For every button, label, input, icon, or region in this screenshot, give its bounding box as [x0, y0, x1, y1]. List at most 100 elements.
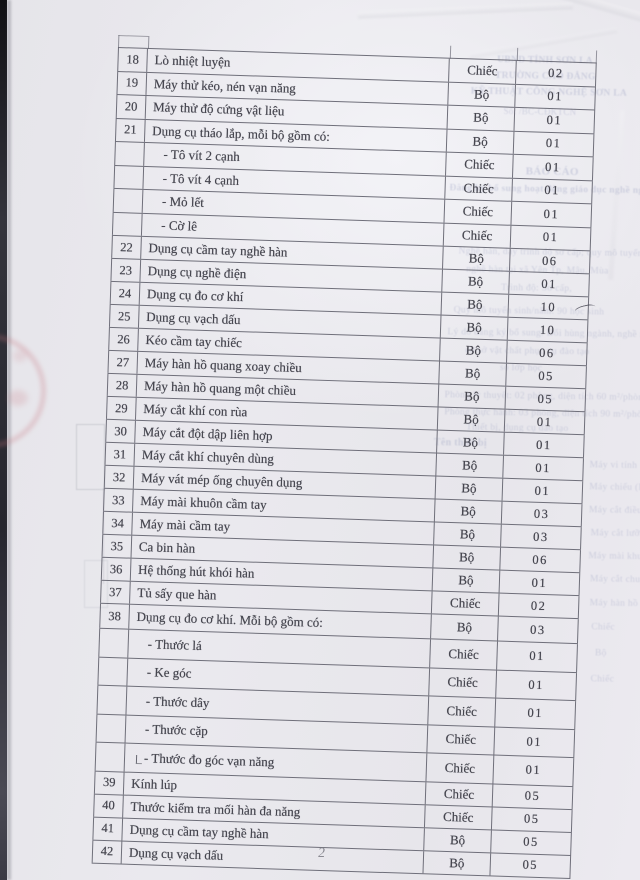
unit-cell: Bộ [434, 499, 503, 524]
row-number: 21 [114, 118, 146, 142]
unit-cell: Bộ [442, 269, 510, 294]
unit-cell: Chiếc [443, 223, 512, 248]
quantity-cell: 01 [514, 107, 596, 133]
row-number [96, 685, 128, 715]
unit-cell: Chiếc [449, 58, 517, 84]
row-number: 31 [104, 442, 136, 466]
unit-cell: Bộ [431, 614, 499, 641]
unit-cell: Bộ [437, 407, 506, 432]
quantity-cell: 01 [497, 641, 578, 672]
unit-cell: Bộ [438, 384, 507, 409]
quantity-cell: 01 [513, 131, 595, 157]
quantity-cell: 06 [500, 547, 581, 573]
quantity-cell: 01 [493, 755, 575, 786]
quantity-cell: 06 [509, 248, 591, 274]
unit-cell: Bộ [446, 129, 515, 154]
quantity-cell: 01 [512, 154, 594, 180]
quantity-cell: 01 [504, 409, 586, 435]
unit-cell: Bộ [440, 338, 508, 363]
row-number [113, 165, 145, 189]
quantity-cell: 05 [491, 829, 572, 855]
quantity-cell: 01 [515, 84, 596, 110]
unit-cell: Bộ [433, 545, 502, 570]
row-number: 20 [115, 94, 147, 119]
quantity-cell: 01 [503, 455, 584, 481]
row-number [114, 141, 145, 166]
unit-cell: Bộ [439, 361, 507, 386]
row-number: 32 [103, 465, 135, 489]
row-number [112, 188, 144, 213]
quantity-cell: 01 [499, 570, 581, 596]
ghost-table-bleedthrough [103, 488, 104, 584]
row-number: 22 [111, 235, 142, 259]
unit-cell: Bộ [448, 82, 517, 107]
row-number: 34 [102, 511, 133, 535]
row-number: 18 [117, 47, 148, 72]
unit-cell: Chiếc [444, 199, 513, 225]
quantity-cell: 01 [512, 178, 593, 204]
quantity-cell: 05 [492, 784, 574, 809]
unit-cell: Bộ [434, 522, 502, 547]
quantity-cell: 03 [501, 501, 583, 527]
unit-cell: Chiếc [446, 152, 514, 178]
column-line-stub [117, 35, 120, 49]
quantity-cell: 02 [498, 593, 580, 619]
row-number [94, 742, 126, 772]
quantity-cell: 10 [507, 317, 589, 343]
column-line-stub [449, 45, 452, 59]
row-number: 30 [105, 419, 136, 443]
quantity-cell: 01 [496, 670, 578, 701]
handwritten-tick [574, 302, 597, 317]
unit-cell: Bộ [441, 292, 510, 317]
unit-cell: Bộ [424, 827, 492, 852]
bleedthrough-text: Máy cắt chuyên dùng [589, 574, 640, 586]
row-number [98, 628, 130, 658]
quantity-cell: 03 [501, 524, 582, 550]
quantity-cell: 01 [504, 432, 585, 458]
stamp-bleedthrough [8, 390, 28, 406]
row-number: 37 [100, 580, 131, 604]
bleedthrough-text: Máy vi tính [589, 460, 638, 471]
bleedthrough-text: Chiếc [591, 622, 616, 633]
paper-crease [357, 2, 574, 19]
quantity-cell: 01 [511, 201, 593, 227]
row-number: 38 [99, 603, 131, 629]
bleedthrough-text: Máy chiếu (Projector) [589, 482, 640, 494]
ghost-table-bleedthrough [84, 560, 108, 608]
quantity-cell: 05 [506, 363, 587, 389]
unit-cell: Chiếc [431, 591, 500, 616]
row-number: 26 [108, 327, 139, 351]
unit-cell: Bộ [435, 476, 504, 501]
quantity-cell: 01 [510, 225, 592, 251]
unit-cell: Chiếc [428, 696, 497, 727]
column-line-stub [147, 35, 150, 50]
unit-cell: Bộ [432, 568, 501, 593]
row-number: 40 [93, 794, 124, 818]
row-number: 36 [100, 557, 132, 581]
unit-cell: Chiếc [445, 176, 513, 201]
unit-cell: Chiếc [426, 753, 495, 784]
row-number: 33 [103, 488, 134, 512]
column-line-stub [118, 35, 149, 37]
row-number: 24 [109, 281, 141, 305]
unit-cell: Bộ [443, 246, 511, 271]
quantity-cell: 01 [509, 271, 590, 297]
quantity-cell: 05 [491, 806, 573, 832]
ghost-table-bleedthrough [76, 424, 105, 490]
row-number [111, 212, 143, 236]
unit-cell: Bộ [440, 315, 509, 340]
quantity-cell: 01 [494, 727, 576, 758]
quantity-cell: 02 [516, 60, 597, 86]
row-number: 23 [110, 258, 142, 282]
row-number: 28 [106, 373, 138, 397]
bleedthrough-text: Bộ [594, 648, 607, 659]
unit-cell: Chiếc [430, 639, 499, 670]
paper-crease [608, 110, 625, 280]
row-number: 41 [92, 817, 124, 841]
row-number: 39 [93, 771, 125, 795]
unit-cell: Bộ [437, 430, 505, 455]
row-number: 29 [105, 396, 137, 420]
row-number [97, 657, 129, 686]
unit-cell: Bộ [436, 453, 505, 478]
